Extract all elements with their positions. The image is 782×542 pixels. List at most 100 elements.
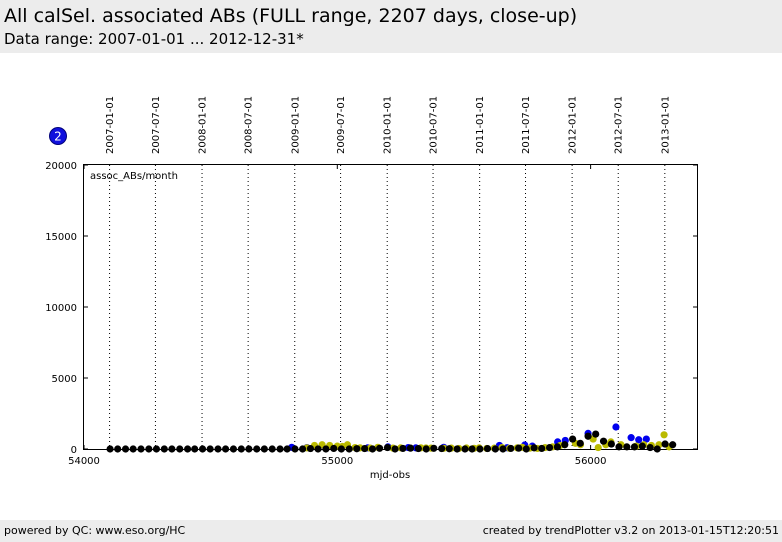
data-point <box>337 445 345 453</box>
data-point <box>630 443 639 451</box>
page-subtitle: Data range: 2007-01-01 ... 2012-12-31* <box>4 30 304 48</box>
data-point <box>160 445 168 453</box>
page-title: All calSel. associated ABs (FULL range, … <box>4 5 578 27</box>
data-point <box>635 436 643 444</box>
y-tick-label: 10000 <box>45 303 77 314</box>
data-point <box>406 444 415 452</box>
data-point <box>538 444 546 453</box>
data-point <box>152 445 161 453</box>
date-marker-label: 2008-07-01 <box>244 96 255 154</box>
data-point <box>198 445 207 453</box>
data-point <box>491 445 499 453</box>
data-point <box>553 443 562 451</box>
date-marker-label: 2008-01-01 <box>198 96 209 154</box>
date-marker-label: 2012-07-01 <box>614 96 625 154</box>
data-point <box>353 445 361 453</box>
date-markers: 2007-01-01 2007-07-01 2008-01-01 2008-07-01… <box>105 96 671 449</box>
date-marker-label: 2013-01-01 <box>660 96 671 154</box>
data-point <box>330 444 338 453</box>
data-point <box>461 445 469 453</box>
data-point <box>576 439 584 447</box>
data-point <box>476 445 484 453</box>
data-point <box>184 445 192 453</box>
data-point <box>599 437 608 445</box>
data-point <box>368 445 377 453</box>
data-point <box>623 443 631 451</box>
date-marker-label: 2007-01-01 <box>105 96 116 154</box>
footer-bar: powered by QC: www.eso.org/HC created by… <box>0 520 782 542</box>
data-point <box>253 445 261 453</box>
data-point <box>376 444 384 452</box>
data-point <box>245 445 253 453</box>
y-tick-label: 0 <box>71 445 77 456</box>
date-marker-label: 2007-07-01 <box>151 96 162 154</box>
y-axis: 0 5000 10000 15000 20000 <box>45 161 697 456</box>
plot-frame <box>83 164 698 450</box>
data-point <box>229 445 238 453</box>
data-point <box>653 445 661 453</box>
data-point <box>507 444 515 453</box>
data-point <box>483 444 492 453</box>
x-axis-label: mjd-obs <box>370 470 410 481</box>
data-point <box>322 445 330 453</box>
created-by-text: created by trendPlotter v3.2 on 2013-01-… <box>482 524 779 537</box>
data-point <box>137 445 145 453</box>
data-point <box>106 445 114 453</box>
x-tick-label: 55000 <box>321 456 353 467</box>
data-point <box>438 444 446 453</box>
data-point <box>361 444 369 453</box>
y-tick-label: 20000 <box>45 161 77 172</box>
data-point <box>522 445 530 453</box>
data-point <box>646 443 654 452</box>
data-point <box>612 423 620 431</box>
data-point <box>121 445 130 453</box>
data-point <box>592 430 600 438</box>
data-point <box>260 445 268 453</box>
data-point <box>191 445 199 453</box>
plot-number-badge: 2 <box>49 127 67 145</box>
data-point <box>638 442 646 450</box>
data-point <box>206 445 214 453</box>
y-tick-label: 15000 <box>45 232 77 243</box>
badge-label: 2 <box>54 130 62 144</box>
data-point <box>399 444 407 453</box>
y-tick-label: 5000 <box>52 374 77 385</box>
data-point <box>430 444 438 452</box>
data-point <box>221 445 230 453</box>
x-tick-label: 56000 <box>575 456 607 467</box>
date-marker-label: 2010-01-01 <box>383 96 394 154</box>
data-point <box>214 445 222 453</box>
data-point <box>499 445 507 453</box>
data-point <box>584 432 592 440</box>
data-point <box>314 445 322 453</box>
data-point <box>291 445 299 453</box>
data-point <box>453 445 461 453</box>
data-point <box>545 443 554 452</box>
date-marker-label: 2011-01-01 <box>475 96 486 154</box>
data-point <box>530 444 538 452</box>
x-tick-label: 54000 <box>68 456 100 467</box>
data-point <box>306 444 315 453</box>
data-point <box>391 445 399 453</box>
data-point <box>661 440 669 448</box>
data-point <box>176 445 184 453</box>
data-point <box>237 445 245 453</box>
data-point <box>561 441 569 449</box>
data-point <box>168 445 176 453</box>
data-point <box>114 445 122 453</box>
data-point <box>615 443 623 451</box>
data-point <box>268 445 276 453</box>
data-point <box>594 443 602 452</box>
data-point <box>515 444 523 452</box>
data-point <box>660 431 668 439</box>
data-point <box>468 445 476 453</box>
panel-label: assoc_ABs/month <box>90 171 178 182</box>
data-point <box>422 445 430 453</box>
powered-by-text: powered by QC: www.eso.org/HC <box>4 524 186 537</box>
data-points <box>106 423 677 453</box>
data-point <box>627 434 635 442</box>
trend-chart: 2 2007-01-01 2007-07-01 2008-01-01 2008-07-… <box>45 96 698 481</box>
date-marker-label: 2009-01-01 <box>290 96 301 154</box>
data-point <box>642 435 650 443</box>
date-marker-label: 2011-07-01 <box>521 96 532 154</box>
